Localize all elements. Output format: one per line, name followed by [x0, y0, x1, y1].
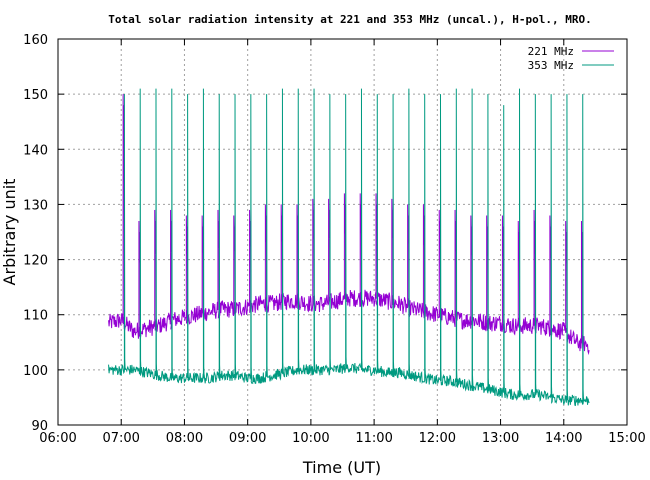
x-tick-label: 13:00	[482, 431, 519, 446]
y-tick-label: 120	[23, 254, 48, 269]
series-line-1	[108, 88, 590, 407]
chart-title: Total solar radiation intensity at 221 a…	[108, 13, 591, 26]
grid-layer	[58, 39, 627, 425]
plot-frame	[57, 38, 628, 426]
y-tick-label: 100	[23, 364, 48, 379]
y-tick-label: 150	[23, 88, 48, 103]
y-tick-label: 110	[23, 309, 48, 324]
x-tick-label: 12:00	[419, 431, 456, 446]
legend-label: 221 MHz	[528, 45, 574, 58]
legend-label: 353 MHz	[528, 59, 574, 72]
series-line-0	[108, 94, 590, 356]
x-axis-label: Time (UT)	[302, 458, 381, 477]
tick-layer: 06:00 07:00 08:00 09:00 10:00 11:00 12:00 13:00…	[23, 33, 646, 446]
y-axis-label: Arbitrary unit	[0, 179, 19, 286]
x-tick-label: 07:00	[102, 431, 139, 446]
y-tick-label: 90	[31, 419, 48, 434]
x-tick-label: 09:00	[229, 431, 266, 446]
y-tick-label: 160	[23, 33, 48, 48]
x-tick-label: 14:00	[545, 431, 582, 446]
y-tick-label: 130	[23, 198, 48, 213]
y-tick-label: 140	[23, 143, 48, 158]
x-tick-label: 08:00	[166, 431, 203, 446]
series-layer	[108, 88, 590, 407]
x-tick-label: 11:00	[355, 431, 392, 446]
x-tick-label: 15:00	[608, 431, 645, 446]
x-tick-label: 06:00	[39, 431, 76, 446]
x-tick-label: 10:00	[292, 431, 329, 446]
